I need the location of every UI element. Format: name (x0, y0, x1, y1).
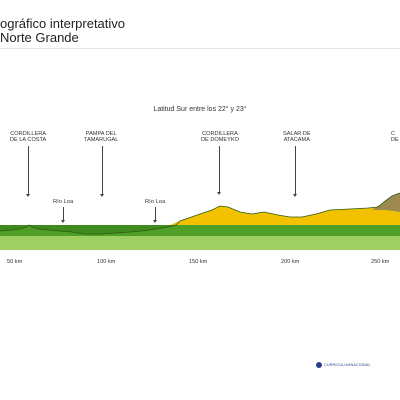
altitude-layer-brown (372, 193, 400, 212)
feature-label-cut-off: C DE (391, 131, 399, 144)
distance-tick-150: 150 km (189, 259, 208, 265)
altitude-layer-yellow (170, 202, 400, 225)
river-label-loa-1: Río Loa (53, 199, 74, 205)
distance-tick-100: 100 km (97, 259, 116, 265)
river-label-loa-2: Río Loa (145, 199, 166, 205)
title-line-2: Norte Grande (0, 30, 79, 45)
arrow-rio-loa-1 (61, 207, 65, 223)
logo-text: CURRICULUMNACIONAL (324, 363, 371, 367)
arrow-pampa-tamarugal (100, 146, 104, 197)
distance-tick-50: 50 km (7, 259, 23, 265)
terrain-outline (0, 192, 400, 235)
arrow-cordillera-costa (26, 146, 30, 197)
feature-label-cordillera-domeyko: CORDILLERA DE DOMEYKO (201, 131, 239, 144)
band-dark-green (0, 225, 400, 236)
arrow-salar-atacama (293, 146, 297, 197)
band-light-green (0, 236, 400, 250)
arrow-cordillera-domeyko (217, 146, 221, 195)
arrow-rio-loa-2 (153, 207, 157, 223)
terrain-profile (0, 192, 400, 250)
title-line-1: ográfico interpretativo (0, 16, 126, 31)
feature-label-pampa-tamarugal: PAMPA DEL TAMARUGAL (84, 131, 119, 144)
distance-tick-250: 250 km (371, 259, 390, 265)
curriculum-logo: CURRICULUMNACIONAL (316, 362, 371, 368)
logo-mark-icon (316, 362, 322, 368)
feature-label-cordillera-costa: CORDILLERA DE LA COSTA (10, 131, 47, 144)
profile-subtitle: Latitud Sur entre los 22° y 23° (153, 106, 247, 113)
title-divider (0, 48, 400, 49)
distance-tick-200: 200 km (281, 259, 300, 265)
feature-label-salar-atacama: SALAR DE ATACAMA (283, 131, 311, 144)
